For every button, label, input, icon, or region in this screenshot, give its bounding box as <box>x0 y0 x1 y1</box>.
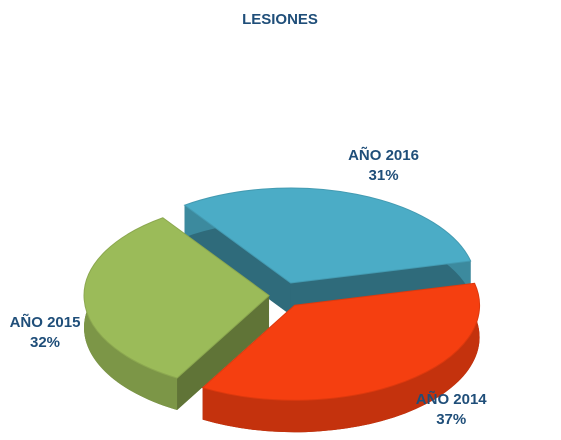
data-label-value: 37% <box>436 411 466 428</box>
slice-top <box>83 217 270 379</box>
data-label-category: AÑO 2014 <box>416 390 488 408</box>
slice-rim <box>202 283 480 433</box>
data-label-category: AÑO 2015 <box>10 313 81 331</box>
data-label-value: 31% <box>369 167 399 184</box>
slice-top <box>201 282 481 401</box>
slice <box>83 217 270 411</box>
chart-title: LESIONES <box>242 11 318 28</box>
slice-cut-face <box>184 205 291 316</box>
slice <box>201 282 481 433</box>
data-label-value: 32% <box>30 334 60 351</box>
slice-top <box>183 187 472 284</box>
data-label-category: AÑO 2016 <box>348 146 419 164</box>
slice-cut-face <box>177 295 270 411</box>
